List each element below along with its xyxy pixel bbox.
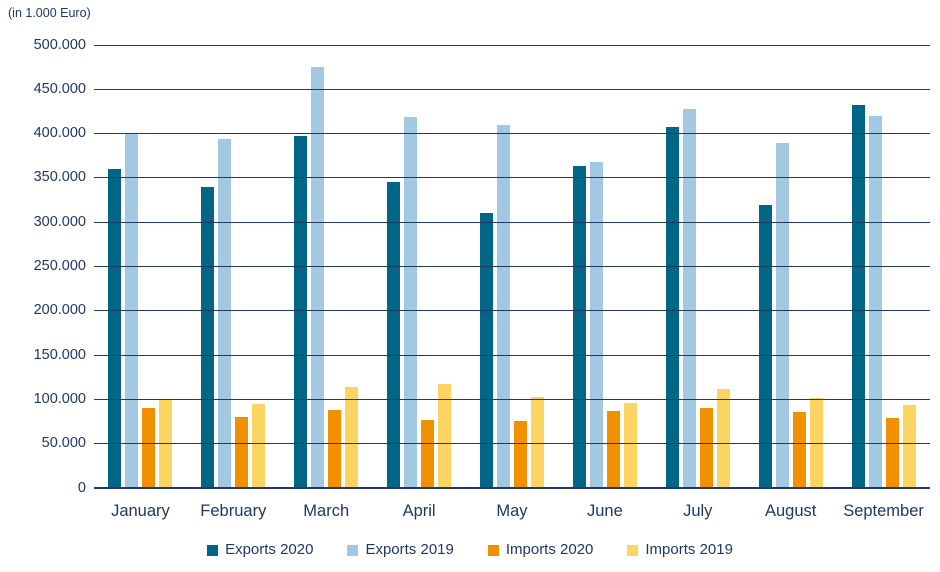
x-axis-label-may: May <box>496 502 528 520</box>
bar-imports-2020-august <box>792 411 806 488</box>
bar-exports-2019-april <box>404 116 418 488</box>
bar-imports-2020-february <box>235 417 249 488</box>
bar-exports-2020-april <box>387 182 401 488</box>
y-axis-tick-label: 350.000 <box>33 169 86 186</box>
bar-exports-2020-may <box>480 213 493 488</box>
legend-label-exports-2020: Exports 2020 <box>225 541 314 558</box>
bar-imports-2020-january <box>142 408 156 488</box>
bar-imports-2020-june <box>606 410 620 488</box>
x-axis-label-july: July <box>683 502 713 520</box>
bar-imports-2019-march <box>345 387 359 488</box>
bar-imports-2019-july <box>716 388 730 488</box>
y-axis-tick-label: 150.000 <box>33 346 86 363</box>
legend-item-exports-2020: Exports 2020 <box>207 541 313 559</box>
plot-area <box>94 44 930 489</box>
axis-unit-label: (in 1.000 Euro) <box>8 6 91 20</box>
bar-exports-2020-july <box>665 127 679 488</box>
bar-exports-2020-march <box>294 136 308 488</box>
y-axis-tick-label: 400.000 <box>33 125 86 142</box>
bar-exports-2019-september <box>868 115 882 488</box>
x-axis: January February March April May June July Augu… <box>94 500 930 524</box>
bar-exports-2019-february <box>218 138 232 488</box>
gridline <box>94 177 930 179</box>
legend-item-imports-2019: Imports 2019 <box>627 541 733 559</box>
legend-label-exports-2019: Exports 2019 <box>365 541 454 558</box>
y-axis-tick-label: 100.000 <box>33 390 86 407</box>
legend-item-exports-2019: Exports 2019 <box>347 541 454 559</box>
bar-exports-2020-june <box>572 165 586 488</box>
bar-imports-2020-march <box>328 410 342 488</box>
x-axis-label-february: February <box>200 502 267 520</box>
y-axis-tick-label: 250.000 <box>33 258 86 274</box>
y-axis-tick-label: 200.000 <box>33 302 86 319</box>
legend: Exports 2020 Exports 2019 Imports 2020 Impo… <box>0 541 940 559</box>
gridline <box>94 443 930 445</box>
bar-exports-2020-february <box>201 186 215 488</box>
x-axis-label-june: June <box>586 502 623 520</box>
bar-group-june <box>572 45 637 488</box>
x-axis-label-august: August <box>764 502 817 520</box>
bar-exports-2020-august <box>758 205 772 488</box>
bar-group-september <box>851 45 916 488</box>
gridline <box>94 88 930 90</box>
y-axis-tick-label: 500.000 <box>33 36 86 53</box>
bar-exports-2019-june <box>589 161 603 488</box>
y-axis-tick-label: 300.000 <box>33 213 86 230</box>
y-axis-tick-label: 450.000 <box>33 80 86 97</box>
x-axis-label-april: April <box>402 502 436 520</box>
legend-swatch-imports-2020 <box>487 544 499 556</box>
bar-imports-2020-july <box>699 408 713 488</box>
legend-swatch-exports-2020 <box>207 544 219 556</box>
bar-exports-2020-september <box>851 105 865 488</box>
bar-imports-2019-june <box>623 402 637 488</box>
x-axis-label-september: September <box>843 502 924 520</box>
bar-group-march <box>294 45 359 488</box>
bar-imports-2019-may <box>531 396 544 488</box>
bar-imports-2020-april <box>421 419 435 488</box>
legend-swatch-imports-2019 <box>627 544 639 556</box>
y-axis-tick-label: 50.000 <box>41 435 86 452</box>
y-axis-tick-label: 0 <box>77 479 86 496</box>
bar-group-april <box>387 45 452 488</box>
bar-imports-2019-august <box>809 397 823 488</box>
bar-imports-2019-february <box>252 403 266 488</box>
bar-group-july <box>665 45 730 488</box>
x-axis-label-january: January <box>111 502 170 520</box>
gridline <box>94 354 930 356</box>
bar-imports-2020-may <box>514 420 527 488</box>
legend-label-imports-2020: Imports 2020 <box>505 541 594 558</box>
bar-exports-2019-august <box>775 143 789 488</box>
bar-group-august <box>758 45 823 488</box>
gridline <box>94 310 930 312</box>
gridline <box>94 133 930 135</box>
x-axis-label-march: March <box>303 502 350 520</box>
bar-exports-2019-july <box>682 108 696 488</box>
y-axis: 0 50.000 100.000 150.000 200.000 250.000 300.0… <box>0 0 86 572</box>
bar-group-may <box>480 45 544 488</box>
gridline <box>94 266 930 267</box>
legend-label-imports-2019: Imports 2019 <box>645 541 733 558</box>
bar-exports-2020-january <box>108 169 122 488</box>
legend-item-imports-2020: Imports 2020 <box>487 541 594 559</box>
bar-imports-2020-september <box>885 418 899 488</box>
bar-group-february <box>201 45 266 488</box>
gridline <box>94 44 930 46</box>
bar-imports-2019-september <box>902 404 916 488</box>
gridline <box>94 398 930 400</box>
gridline <box>94 221 930 223</box>
legend-swatch-exports-2019 <box>347 544 359 556</box>
bar-exports-2019-may <box>497 124 510 488</box>
x-axis-baseline <box>94 487 930 489</box>
bar-imports-2019-april <box>438 384 452 488</box>
bar-exports-2019-march <box>311 67 325 488</box>
